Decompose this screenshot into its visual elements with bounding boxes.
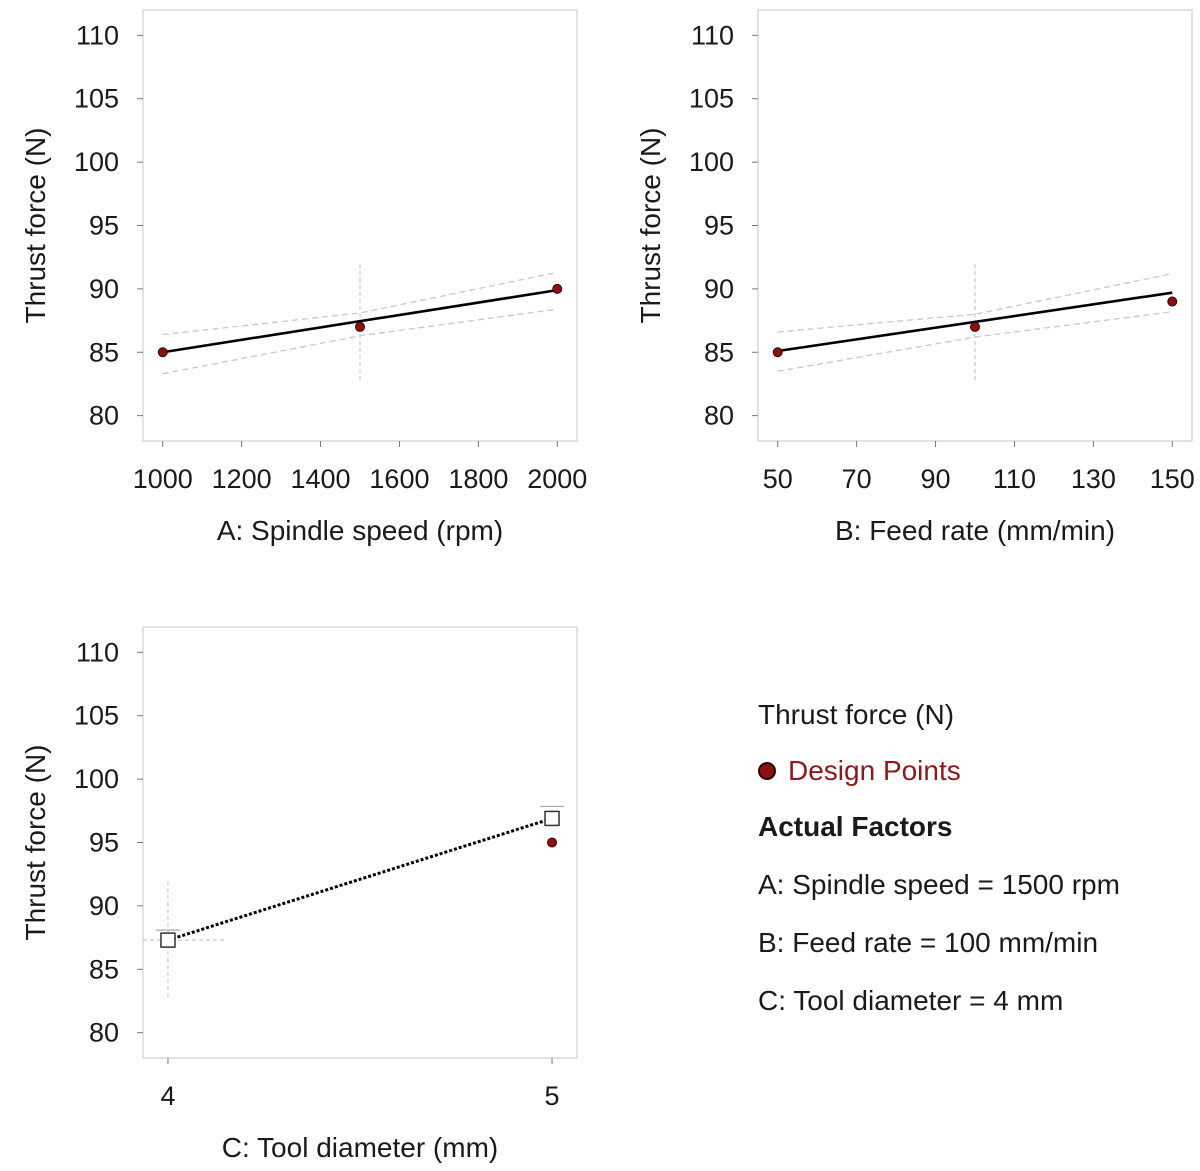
y-tick-label: 80 [89,401,119,431]
x-tick-label: 1200 [212,464,272,494]
chart-panel-3: 80 85 90 95 100 105 110 4 5 C: Tool diameter (mm)… [20,626,578,1163]
design-point [970,321,980,332]
y-tick-label: 105 [689,84,734,114]
confidence-band-lower [777,311,1173,372]
confidence-band-lower [162,308,558,375]
x-tick-label: 90 [921,464,951,494]
x-axis-label: B: Feed rate (mm/min) [835,515,1115,546]
x-tick-label: 50 [763,464,793,494]
fit-line [162,288,558,354]
y-axis-label: Thrust force (N) [635,127,666,323]
y-tick-label: 110 [76,637,119,667]
y-tick-label: 105 [74,701,119,731]
y-tick-label: 95 [89,211,119,241]
x-tick-label: 1800 [448,464,508,494]
x-axis-label: A: Spindle speed (rpm) [217,515,503,546]
x-tick-label: 110 [993,464,1036,494]
y-tick-label: 80 [89,1018,119,1048]
interaction-point [544,810,560,827]
y-tick-label: 100 [74,147,119,177]
legend-design-points-label: Design Points [788,755,961,786]
x-axis-label: C: Tool diameter (mm) [222,1132,498,1163]
y-tick-label: 95 [89,828,119,858]
y-tick-label: 85 [89,954,119,984]
confidence-band-upper [162,271,558,336]
x-tick-label: 130 [1071,464,1116,494]
design-point [772,347,783,358]
plot-frame [142,626,578,1059]
design-point [157,347,168,358]
y-tick-label: 110 [691,20,734,50]
design-point [552,283,563,294]
design-point [355,321,365,332]
y-axis-label: Thrust force (N) [20,744,51,940]
x-tick-label: 70 [842,464,872,494]
design-point [547,837,558,848]
y-tick-label: 90 [89,891,119,921]
x-tick-label: 1600 [369,464,429,494]
y-tick-label: 85 [89,337,119,367]
legend-factors-heading: Actual Factors [758,811,953,842]
y-tick-label: 100 [74,764,119,794]
x-tick-label: 2000 [527,464,587,494]
y-tick-label: 100 [689,147,734,177]
x-tick-label: 5 [545,1081,560,1111]
legend-factor-c: C: Tool diameter = 4 mm [758,985,1064,1016]
chart-panel-2: 80 85 90 95 100 105 110 50 70 90 110 130 150 B: Feed … [635,9,1195,546]
y-tick-label: 80 [704,401,734,431]
legend-factor-a: A: Spindle speed = 1500 rpm [758,869,1120,900]
legend-panel: Thrust force (N) Design Points Actual Fa… [758,698,1188,1042]
x-tick-label: 1000 [133,464,193,494]
y-tick-label: 95 [704,211,734,241]
x-tick-label: 4 [160,1081,175,1111]
fit-line [167,816,553,942]
y-tick-label: 90 [704,274,734,304]
y-tick-label: 105 [74,84,119,114]
fit-line [777,291,1173,353]
legend-design-points: Design Points [758,754,1188,788]
interaction-point [160,932,176,948]
legend-factor-b: B: Feed rate = 100 mm/min [758,927,1099,958]
y-tick-label: 110 [76,20,119,50]
y-tick-label: 85 [704,337,734,367]
x-tick-label: 150 [1150,464,1195,494]
design-point-marker-icon [758,762,776,780]
confidence-band-upper [777,273,1173,333]
x-tick-label: 1400 [291,464,351,494]
chart-panel-1: 80 85 90 95 100 105 110 1000 1200 1400 1600 1800 200… [20,9,587,546]
y-tick-label: 90 [89,274,119,304]
design-point [1167,296,1178,307]
legend-title: Thrust force (N) [758,699,955,730]
y-axis-label: Thrust force (N) [20,127,51,323]
